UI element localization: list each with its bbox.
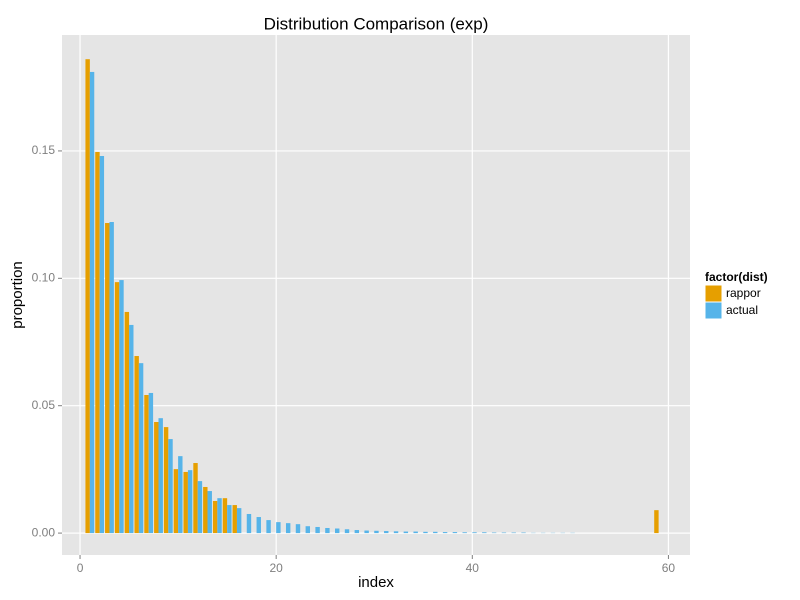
bar [197,481,203,534]
bar [501,532,507,534]
y-tick-label: 0.05 [32,398,56,412]
bar [482,532,487,534]
bar [285,523,291,534]
bar [124,311,130,534]
bar [246,513,252,534]
legend-label: rappor [726,286,761,300]
bar [217,498,222,534]
bar [442,532,448,534]
y-tick-label: 0.15 [32,143,56,157]
bar [521,532,526,534]
bar [99,156,105,534]
bar [178,456,183,534]
bar [105,223,110,534]
bar [354,530,360,534]
bar [163,427,169,534]
bar [212,500,218,534]
bar [109,222,114,534]
bar [89,71,95,534]
bar [344,529,350,534]
bar [276,522,281,534]
bar [374,530,379,534]
bar [364,530,369,534]
x-tick-label: 60 [662,561,676,575]
bar [119,280,124,534]
bar [403,531,409,534]
bar [193,463,198,534]
bar [511,532,516,534]
bar [472,532,477,534]
bar [154,422,159,534]
bar [168,439,173,534]
bar [187,470,193,534]
bar [148,392,154,534]
bar [232,505,237,534]
bar [393,531,399,534]
legend-label: actual [726,303,758,317]
bar [236,508,242,534]
x-axis-label: index [358,574,394,591]
bar [138,363,144,534]
bar [315,526,320,534]
legend-swatch [704,301,723,320]
bar [295,524,301,534]
bar [203,486,208,534]
bar [158,418,163,534]
bar [129,324,134,534]
bar [207,491,212,534]
x-tick-label: 40 [466,561,480,575]
bar [654,510,659,534]
bar [173,469,179,534]
bar [222,498,228,534]
bar [325,527,330,534]
bar [266,520,271,534]
y-tick-label: 0.10 [32,270,56,284]
bar [413,531,418,534]
bar [114,282,120,534]
x-tick-label: 0 [77,561,84,575]
bar [305,526,311,534]
bar [144,395,149,534]
chart-title: Distribution Comparison (exp) [264,14,489,33]
bar [85,59,90,534]
bar [433,531,438,534]
bar [183,471,188,534]
bar [95,151,100,534]
y-tick-label: 0.00 [32,525,56,539]
x-tick-label: 20 [269,561,283,575]
bar [491,532,497,534]
legend-title: factor(dist) [705,270,768,284]
bar [423,531,428,534]
bar [384,531,389,534]
legend-swatch [704,284,723,303]
bar [335,528,340,534]
y-axis-label: proportion [9,261,26,329]
bar [134,356,139,534]
bar [462,532,467,534]
bar [256,517,261,534]
bar [452,532,458,534]
bar [227,505,232,534]
